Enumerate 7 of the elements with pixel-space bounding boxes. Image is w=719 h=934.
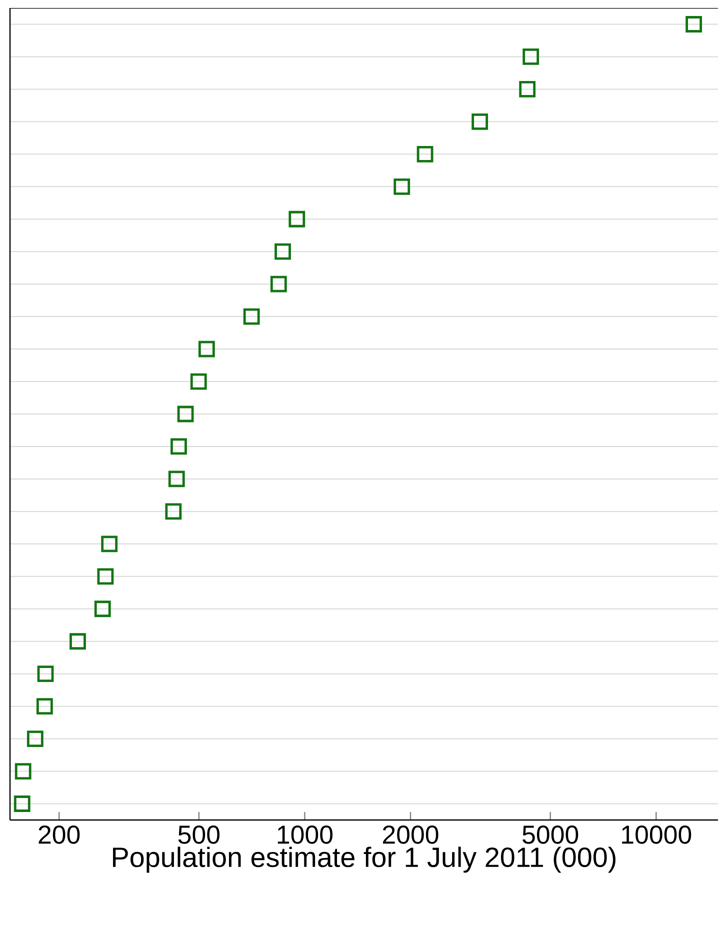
x-tick-label: 200 — [38, 826, 80, 844]
x-tick-label: 500 — [178, 826, 220, 844]
x-tick-label: 1000 — [278, 826, 333, 844]
x-tick-label: 2000 — [383, 826, 438, 844]
x-axis-title: Population estimate for 1 July 2011 (000) — [113, 846, 616, 873]
x-tick-label: 5000 — [522, 826, 578, 844]
x-tick-label: 10000 — [622, 826, 692, 844]
